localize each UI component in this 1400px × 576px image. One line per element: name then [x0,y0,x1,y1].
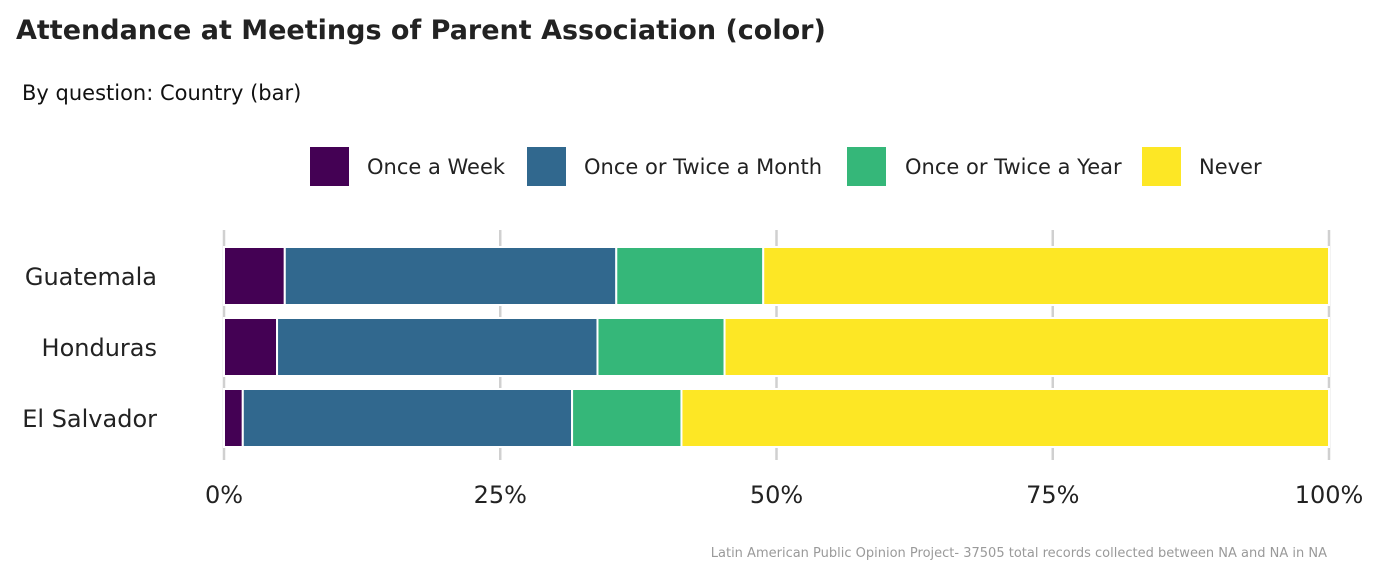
legend: Once a Week Once or Twice a Month Once or … [310,147,1262,186]
chart-caption: Latin American Public Opinion Project- 3… [711,546,1327,561]
bar-el-salvador-never [680,388,1330,448]
legend-swatch [527,147,566,186]
x-tick-label: 0% [205,481,243,509]
bar-honduras-once-or-twice-a-month [276,317,599,377]
y-axis-labels: Guatemala Honduras El Salvador [22,263,157,433]
y-tick-label: Guatemala [25,263,157,291]
x-tick-label: 75% [1026,481,1079,509]
bar-guatemala-once-or-twice-a-year [615,246,765,306]
bar-honduras-once-a-week [223,317,279,377]
bar-guatemala-once-or-twice-a-month [283,246,618,306]
x-tick-label: 25% [474,481,527,509]
legend-label: Once or Twice a Year [905,155,1122,179]
bar-el-salvador-once-a-week [223,388,244,448]
bar-el-salvador-once-or-twice-a-month [241,388,574,448]
legend-swatch [310,147,349,186]
legend-label: Never [1199,155,1262,179]
bar-honduras-once-or-twice-a-year [596,317,726,377]
bars [223,246,1330,448]
x-axis-ticks: 0% 25% 50% 75% 100% [205,481,1363,509]
y-tick-label: Honduras [42,334,157,362]
bar-guatemala-never [762,246,1330,306]
legend-label: Once or Twice a Month [584,155,822,179]
chart-subtitle: By question: Country (bar) [22,81,301,105]
legend-swatch [1142,147,1181,186]
x-tick-label: 50% [750,481,803,509]
y-tick-label: El Salvador [22,405,157,433]
legend-swatch [847,147,886,186]
bar-guatemala-once-a-week [223,246,286,306]
chart-title: Attendance at Meetings of Parent Associa… [16,15,826,46]
x-tick-label: 100% [1295,481,1364,509]
legend-label: Once a Week [367,155,506,179]
bar-el-salvador-once-or-twice-a-year [571,388,683,448]
bar-honduras-never [723,317,1330,377]
